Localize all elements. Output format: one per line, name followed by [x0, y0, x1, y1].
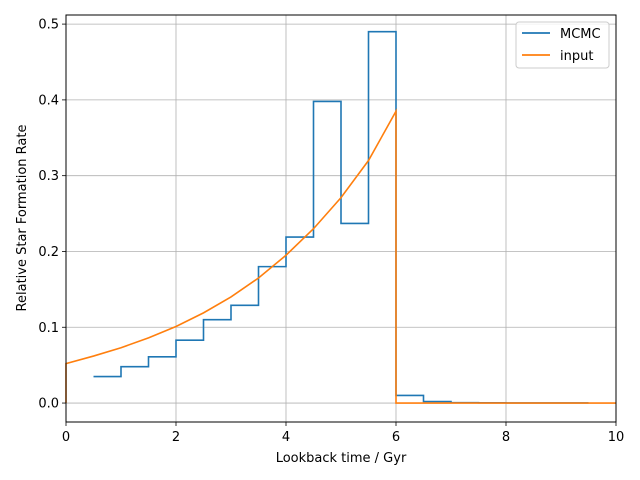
series-input-line	[65, 108, 616, 404]
x-axis-ticks: 0 2 4 6 8 10	[62, 422, 624, 445]
x-tick-label: 10	[608, 430, 625, 445]
y-tick-label: 0.4	[38, 93, 59, 108]
x-tick-label: 8	[502, 430, 510, 445]
series-mcmc-line	[93, 30, 589, 404]
x-tick-label: 4	[282, 430, 290, 445]
y-axis-label: Relative Star Formation Rate	[15, 125, 30, 312]
series-layer	[65, 30, 616, 404]
y-axis-ticks: 0.0 0.1 0.2 0.3 0.4 0.5	[38, 18, 66, 412]
y-tick-label: 0.1	[38, 321, 59, 336]
plot-frame	[65, 14, 617, 423]
y-tick-label: 0.2	[38, 245, 59, 260]
x-tick-label: 6	[392, 430, 400, 445]
x-tick-label: 0	[62, 430, 70, 445]
legend-input-label: input	[560, 49, 593, 64]
y-tick-label: 0.3	[38, 169, 59, 184]
x-axis-label: Lookback time / Gyr	[276, 451, 407, 466]
legend-mcmc-label: MCMC	[560, 27, 601, 42]
legend: MCMC input	[515, 21, 610, 69]
y-tick-label: 0.0	[38, 397, 59, 412]
x-tick-label: 2	[172, 430, 180, 445]
y-tick-label: 0.5	[38, 18, 59, 33]
